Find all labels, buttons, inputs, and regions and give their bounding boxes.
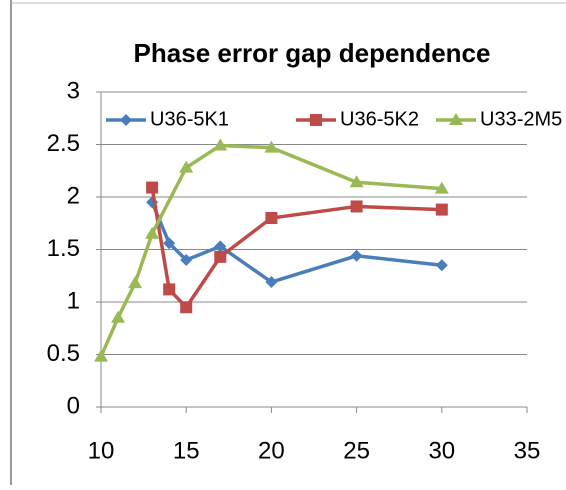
legend-marker — [449, 113, 463, 125]
marker — [350, 249, 363, 262]
marker — [145, 226, 160, 239]
y-tick-label: 2.5 — [47, 130, 80, 157]
marker — [265, 276, 278, 289]
marker — [180, 254, 193, 266]
legend-marker — [310, 114, 322, 126]
marker — [435, 259, 448, 272]
legend-label: U36-5K2 — [340, 108, 419, 130]
marker — [264, 140, 279, 153]
marker — [163, 237, 176, 250]
y-tick-label: 0 — [67, 392, 80, 419]
marker — [180, 301, 193, 314]
y-tick-label: 0.5 — [47, 340, 80, 367]
x-tick-label: 25 — [343, 437, 370, 464]
x-tick-label: 35 — [514, 437, 541, 464]
marker — [214, 240, 227, 253]
chart-title: Phase error gap dependence — [134, 38, 491, 68]
legend-label: U36-5K1 — [150, 108, 229, 130]
y-tick-label: 3 — [67, 77, 80, 104]
marker — [435, 203, 448, 216]
marker — [163, 283, 176, 296]
x-tick-label: 20 — [258, 437, 285, 464]
y-tick-label: 1.5 — [47, 235, 80, 262]
marker — [111, 310, 126, 323]
marker — [349, 175, 364, 188]
marker — [179, 160, 194, 173]
x-tick-label: 10 — [88, 437, 115, 464]
marker — [265, 212, 278, 224]
x-tick-label: 15 — [173, 437, 200, 464]
legend-marker — [120, 114, 132, 126]
marker — [94, 349, 108, 362]
marker — [350, 200, 363, 213]
marker — [214, 250, 227, 263]
marker — [128, 276, 143, 289]
marker — [434, 181, 449, 194]
y-tick-label: 2 — [67, 182, 80, 209]
marker — [213, 138, 228, 151]
y-tick-label: 1 — [67, 287, 80, 314]
marker — [146, 181, 159, 194]
legend-label: U33-2M5 — [480, 108, 562, 130]
x-tick-label: 30 — [428, 437, 455, 464]
